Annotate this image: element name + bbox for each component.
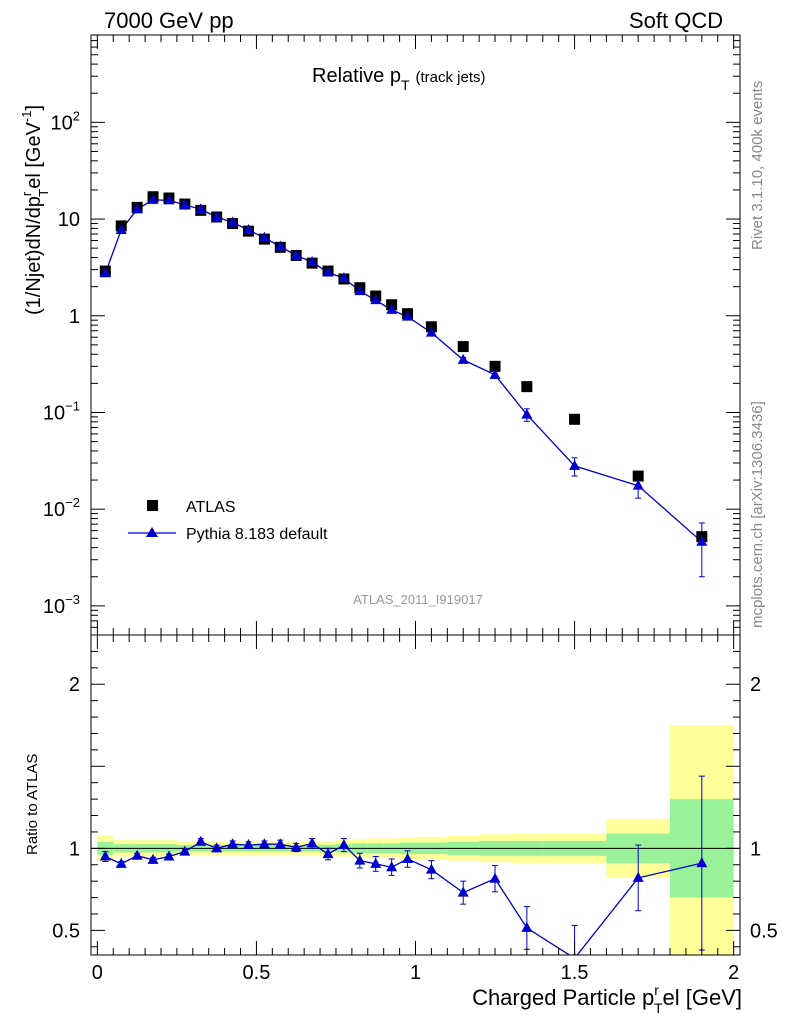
mc-data-point: [521, 408, 533, 419]
mc-data-point: [227, 216, 239, 227]
x-axis-label: Charged Particle pr Tel [GeV]: [472, 982, 742, 1016]
ratio-data-point: [306, 837, 318, 848]
mc-data-point: [195, 203, 207, 214]
mc-data-point: [115, 224, 127, 235]
legend-atlas-label: ATLAS: [186, 499, 236, 516]
ratio-y-tick-label-right: 1: [750, 838, 761, 860]
mc-data-point: [402, 310, 414, 321]
axis-ticks: 102 10 1 10−1 10−2 10−3 0 0.5 1 1.5 2 0.5 0.5 1 1 2 2: [43, 34, 778, 984]
ratio-data-point: [163, 850, 175, 861]
mc-data-point: [163, 194, 175, 205]
ratio-data-point: [211, 842, 223, 853]
x-tick-label: 1.5: [561, 962, 589, 984]
ratio-data-point: [322, 848, 334, 859]
mc-data-point: [322, 266, 334, 277]
mc-data-point: [370, 294, 382, 305]
main-plot-frame: [90, 34, 741, 636]
mc-data-point: [569, 459, 581, 470]
mc-data-point: [306, 255, 318, 266]
ratio-data-point: [632, 871, 644, 882]
process-label: Soft QCD: [629, 8, 724, 33]
mc-data-point: [632, 479, 644, 490]
ratio-data-point: [370, 857, 382, 868]
legend-atlas-marker: [147, 500, 158, 511]
main-y-tick-label: 10−3: [43, 592, 80, 618]
analysis-watermark: ATLAS_2011_I919017: [353, 592, 483, 607]
mc-data-point: [147, 193, 159, 204]
mc-data-point: [258, 231, 270, 242]
main-y-tick-label: 10−2: [43, 495, 80, 521]
ratio-data-point: [227, 838, 239, 849]
ratio-data-point: [115, 857, 127, 868]
legend-mc-label: Pythia 8.183 default: [186, 526, 328, 543]
ratio-data-point: [274, 838, 286, 849]
ratio-data-point: [290, 841, 302, 852]
x-tick-label: 0: [92, 962, 103, 984]
energy-label: 7000 GeV pp: [104, 8, 234, 33]
ratio-plot-frame: [90, 634, 741, 956]
ratio-data-point: [258, 838, 270, 849]
atlas-data-point: [489, 360, 501, 372]
ratio-plot-data: [99, 775, 708, 955]
mc-data-point: [696, 535, 708, 546]
mc-data-point: [386, 303, 398, 314]
ratio-y-tick-label-left: 2: [69, 674, 80, 696]
ratio-data-point: [521, 921, 533, 932]
main-plot-data: [99, 191, 708, 578]
ratio-y-tick-label-left: 1: [69, 838, 80, 860]
atlas-data-point: [632, 470, 644, 482]
mc-data-point: [425, 326, 437, 337]
mc-data-point: [131, 203, 143, 214]
ratio-y-tick-label-right: 2: [750, 674, 761, 696]
ratio-uncertainty-bands: [97, 725, 734, 955]
ratio-y-tick-label-left: 0.5: [52, 920, 80, 942]
ratio-data-point: [386, 861, 398, 872]
mc-data-point: [354, 285, 366, 296]
x-tick-label: 1: [410, 962, 421, 984]
legend: ATLAS Pythia 8.183 default: [128, 499, 328, 543]
ratio-data-point: [354, 854, 366, 865]
mc-data-point: [489, 368, 501, 379]
ratio-data-point: [425, 863, 437, 874]
ratio-clipped-group: [99, 775, 708, 955]
ratio-data-point: [696, 857, 708, 868]
ratio-data-point: [195, 835, 207, 846]
ratio-data-point: [338, 839, 350, 850]
ratio-data-point: [131, 849, 143, 860]
ratio-data-point: [242, 839, 254, 850]
legend-mc-marker: [146, 527, 158, 537]
ratio-data-point: [99, 850, 111, 861]
mc-data-point: [457, 353, 469, 364]
ratio-data-point: [457, 886, 469, 897]
main-y-tick-label: 10−1: [43, 398, 80, 424]
ratio-data-point: [147, 853, 159, 864]
atlas-data-point: [569, 413, 581, 425]
ratio-y-axis-label: Ratio to ATLAS: [24, 754, 41, 855]
atlas-data-point: [457, 341, 469, 353]
ratio-data-point: [402, 853, 414, 863]
mc-data-point: [290, 249, 302, 260]
main-plot-title: Relative pT (track jets): [312, 65, 486, 93]
ratio-y-tick-label-right: 0.5: [750, 920, 778, 942]
mc-data-point: [179, 198, 191, 209]
mc-data-point: [338, 272, 350, 283]
main-y-tick-label: 10: [58, 209, 80, 231]
mc-series-line: [104, 199, 703, 543]
mc-data-point: [211, 210, 223, 221]
mc-data-point: [274, 240, 286, 251]
mc-data-point: [99, 267, 111, 278]
ratio-data-point: [179, 845, 191, 856]
ratio-data-point: [489, 872, 501, 883]
main-y-tick-label: 1: [69, 306, 80, 328]
atlas-data-point: [521, 381, 533, 393]
mc-data-point: [242, 224, 254, 235]
x-tick-label: 2: [728, 962, 739, 984]
main-y-tick-label: 102: [51, 108, 80, 134]
main-y-axis-label: (1/Njet)dN/dpr Tel [GeV-1]: [19, 105, 51, 315]
x-tick-label: 0.5: [243, 962, 271, 984]
